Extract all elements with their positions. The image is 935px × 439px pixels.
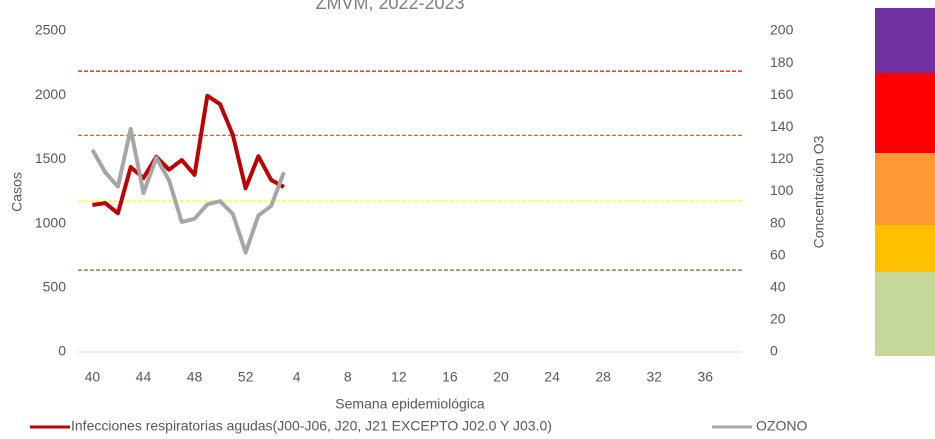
y2-tick-label: 40 xyxy=(770,279,786,295)
series-line xyxy=(90,126,286,255)
y2-axis-label: Concentración O3 xyxy=(811,135,827,248)
y2-tick-label: 80 xyxy=(770,214,786,230)
y-tick-label: 1000 xyxy=(35,214,66,230)
y2-tick-label: 60 xyxy=(770,246,786,262)
y2-tick-label: 0 xyxy=(770,343,778,359)
y2-tick-label: 200 xyxy=(770,22,794,38)
x-tick-label: 32 xyxy=(646,369,662,385)
x-tick-label: 12 xyxy=(391,369,407,385)
legend-label: OZONO xyxy=(756,418,807,434)
y-tick-label: 1500 xyxy=(35,150,66,166)
y2-tick-label: 140 xyxy=(770,118,794,134)
level-yellow xyxy=(875,225,935,272)
x-tick-label: 24 xyxy=(544,369,560,385)
y-axis-label: Casos xyxy=(9,172,25,212)
legend-label: Infecciones respiratorias agudas(J00-J06… xyxy=(71,418,552,434)
y-tick-label: 500 xyxy=(43,279,67,295)
level-red xyxy=(875,73,935,153)
x-tick-label: 40 xyxy=(85,369,101,385)
y2-tick-label: 100 xyxy=(770,182,794,198)
y2-tick-label: 20 xyxy=(770,311,786,327)
x-axis-label: Semana epidemiológica xyxy=(335,396,485,412)
x-tick-label: 4 xyxy=(293,369,301,385)
x-tick-label: 28 xyxy=(595,369,611,385)
y2-tick-label: 180 xyxy=(770,54,794,70)
series-line xyxy=(92,93,285,216)
level-color-bar xyxy=(875,8,935,356)
x-tick-label: 36 xyxy=(698,369,714,385)
chart-title: ZMVM, 2022-2023 xyxy=(315,0,464,13)
y-tick-label: 2000 xyxy=(35,86,66,102)
x-tick-label: 16 xyxy=(442,369,458,385)
level-purple xyxy=(875,8,935,73)
x-tick-label: 44 xyxy=(136,369,152,385)
y-tick-label: 2500 xyxy=(35,22,66,38)
x-tick-label: 8 xyxy=(344,369,352,385)
y2-tick-label: 120 xyxy=(770,150,794,166)
x-tick-label: 48 xyxy=(187,369,203,385)
level-orange xyxy=(875,153,935,225)
x-tick-label: 20 xyxy=(493,369,509,385)
y-tick-label: 0 xyxy=(58,343,66,359)
level-green xyxy=(875,272,935,356)
y2-tick-label: 160 xyxy=(770,86,794,102)
x-tick-label: 52 xyxy=(238,369,254,385)
